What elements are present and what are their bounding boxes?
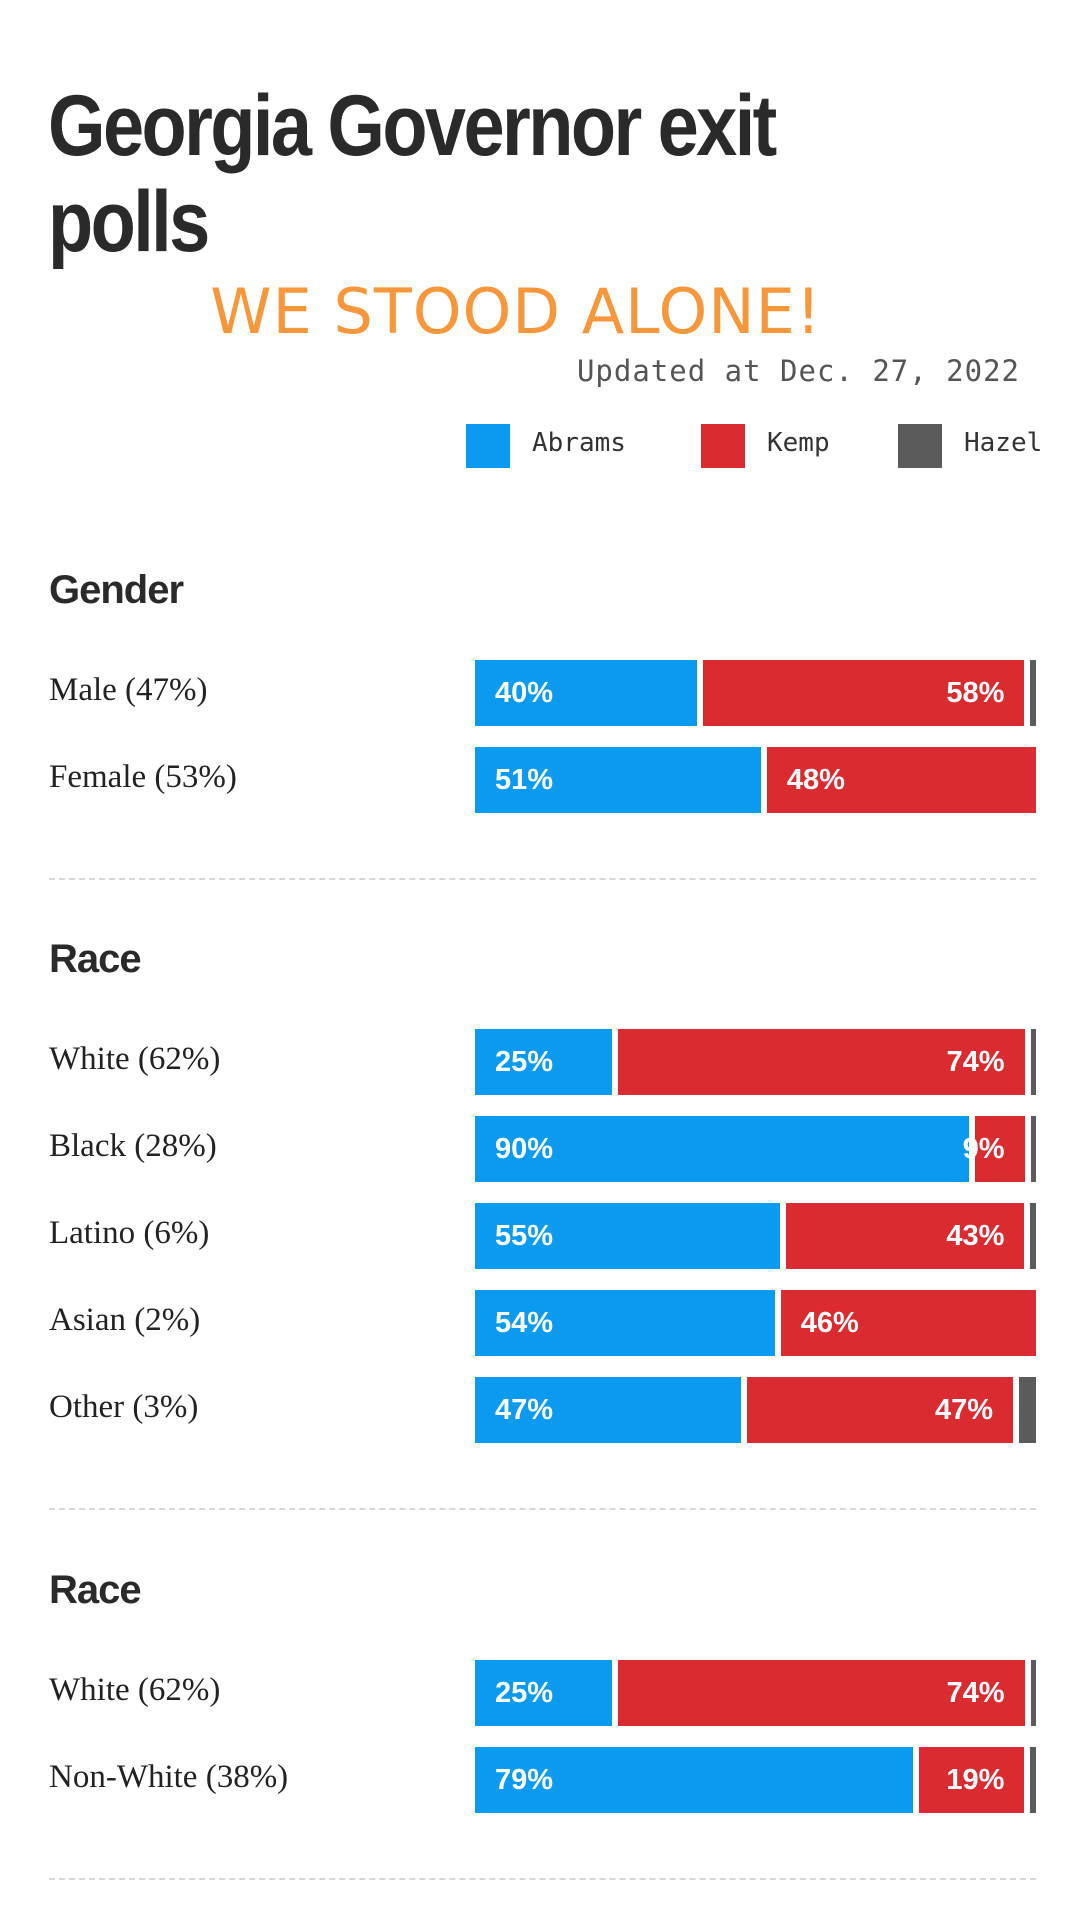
stacked-bar: 25% 74% (475, 1660, 1036, 1726)
category-label: Non-White (38%) (49, 1759, 289, 1795)
bar-segment-kemp: 58% (702, 660, 1025, 726)
bar-segment-hazel (1030, 1660, 1036, 1726)
stacked-bar: 90% 9% (475, 1116, 1036, 1182)
stacked-bar: 47% 47% (475, 1377, 1036, 1443)
bar-segment-abrams: 54% (475, 1290, 775, 1356)
bar-segment-hazel (1030, 1747, 1036, 1813)
bar-row: Non-White (38%) 79% 19% (0, 1747, 1080, 1813)
bar-row: Black (28%) 90% 9% (0, 1116, 1080, 1182)
category-label: Black (28%) (49, 1128, 217, 1164)
value-label: 74% (946, 1046, 1005, 1078)
value-label: 19% (946, 1764, 1005, 1796)
stacked-bar: 25% 74% (475, 1029, 1036, 1095)
section-heading: Gender (49, 568, 184, 612)
value-label: 47% (934, 1394, 993, 1426)
section-divider (49, 1508, 1036, 1510)
value-label: 25% (495, 1046, 554, 1078)
value-label: 25% (495, 1677, 554, 1709)
value-label: 79% (495, 1764, 554, 1796)
bar-segment-abrams: 55% (475, 1203, 780, 1269)
legend-label: Hazel (964, 428, 1043, 458)
legend-swatch (466, 424, 510, 468)
value-label: 9% (962, 1133, 1005, 1165)
section-divider (49, 1878, 1036, 1880)
section-divider (49, 878, 1036, 880)
stacked-bar: 79% 19% (475, 1747, 1036, 1813)
legend-swatch (898, 424, 942, 468)
bar-row: Latino (6%) 55% 43% (0, 1203, 1080, 1269)
section-heading: Race (49, 937, 142, 981)
stacked-bar: 54% 46% (475, 1290, 1036, 1356)
bar-segment-abrams: 25% (475, 1029, 613, 1095)
value-label: 46% (800, 1307, 859, 1339)
page-title: Georgia Governor exit polls (48, 78, 777, 270)
value-label: 74% (946, 1677, 1005, 1709)
category-label: White (62%) (49, 1041, 221, 1077)
value-label: 40% (495, 677, 554, 709)
bar-segment-hazel (1019, 1377, 1036, 1443)
bar-segment-abrams: 79% (475, 1747, 914, 1813)
bar-segment-abrams: 90% (475, 1116, 970, 1182)
chart-legend: Abrams Kemp Hazel (466, 424, 1042, 468)
bar-segment-hazel (1030, 1203, 1036, 1269)
value-label: 58% (946, 677, 1005, 709)
category-label: Latino (6%) (49, 1215, 210, 1251)
bar-segment-kemp: 19% (919, 1747, 1025, 1813)
bar-segment-kemp: 46% (780, 1290, 1036, 1356)
bar-segment-kemp: 48% (766, 747, 1036, 813)
bar-row: Male (47%) 40% 58% (0, 660, 1080, 726)
value-label: 90% (495, 1133, 554, 1165)
bar-row: White (62%) 25% 74% (0, 1660, 1080, 1726)
value-label: 47% (495, 1394, 554, 1426)
bar-segment-hazel (1030, 1029, 1036, 1095)
bar-segment-abrams: 47% (475, 1377, 741, 1443)
category-label: Male (47%) (49, 672, 208, 708)
bar-segment-kemp: 47% (747, 1377, 1013, 1443)
bar-row: Asian (2%) 54% 46% (0, 1290, 1080, 1356)
legend-label: Abrams (532, 428, 626, 458)
bar-segment-kemp: 74% (618, 1660, 1025, 1726)
category-label: Other (3%) (49, 1389, 199, 1425)
bar-segment-abrams: 40% (475, 660, 697, 726)
bar-segment-kemp: 9% (963, 1116, 1025, 1182)
stacked-bar: 51% 48% (475, 747, 1036, 813)
value-label: 43% (946, 1220, 1005, 1252)
bar-segment-hazel (1030, 1116, 1036, 1182)
bar-segment-abrams: 25% (475, 1660, 613, 1726)
bar-row: Other (3%) 47% 47% (0, 1377, 1080, 1443)
category-label: Female (53%) (49, 759, 237, 795)
category-label: Asian (2%) (49, 1302, 201, 1338)
value-label: 48% (786, 764, 845, 796)
category-label: White (62%) (49, 1672, 221, 1708)
bar-segment-abrams: 51% (475, 747, 761, 813)
value-label: 54% (495, 1307, 554, 1339)
bar-row: White (62%) 25% 74% (0, 1029, 1080, 1095)
stacked-bar: 55% 43% (475, 1203, 1036, 1269)
value-label: 51% (495, 764, 554, 796)
bar-segment-kemp: 43% (786, 1203, 1025, 1269)
bar-segment-hazel (1030, 660, 1036, 726)
section-heading: Race (49, 1568, 142, 1612)
bar-segment-kemp: 74% (618, 1029, 1025, 1095)
overlay-caption: WE STOOD ALONE! (210, 275, 822, 348)
legend-label: Kemp (767, 428, 830, 458)
bar-row: Female (53%) 51% 48% (0, 747, 1080, 813)
updated-timestamp: Updated at Dec. 27, 2022 (576, 354, 1020, 388)
legend-swatch (701, 424, 745, 468)
value-label: 55% (495, 1220, 554, 1252)
stacked-bar: 40% 58% (475, 660, 1036, 726)
